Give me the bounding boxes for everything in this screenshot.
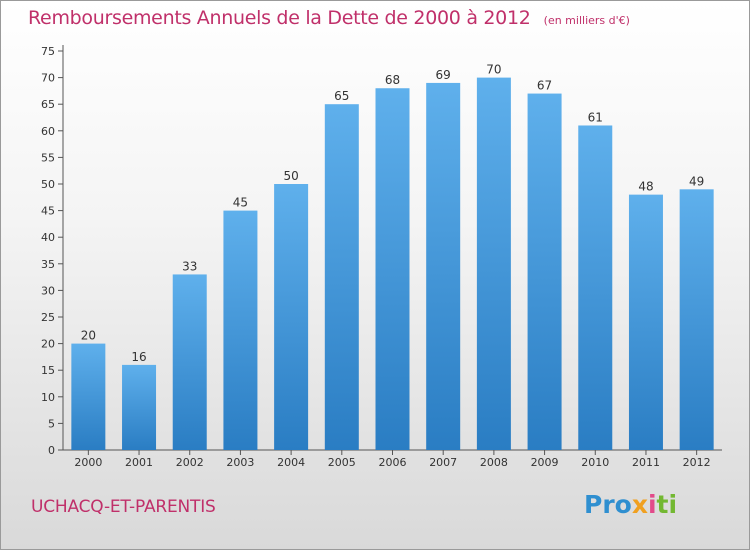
bar <box>375 88 410 451</box>
y-tick-label: 65 <box>41 98 55 111</box>
chart-title: Remboursements Annuels de la Dette de 20… <box>28 7 531 29</box>
logo-part-2: x <box>631 490 648 519</box>
data-label: 70 <box>486 63 501 77</box>
x-tick-label: 2010 <box>581 456 609 469</box>
y-tick-label: 25 <box>41 311 55 324</box>
y-tick-label: 75 <box>41 45 55 58</box>
bar <box>679 189 714 450</box>
bar <box>71 343 106 450</box>
y-tick-label: 50 <box>41 178 55 191</box>
y-tick-label: 55 <box>41 151 55 164</box>
y-tick-label: 45 <box>41 205 55 218</box>
x-tick-label: 2008 <box>480 456 508 469</box>
data-label: 61 <box>588 110 603 124</box>
data-label: 68 <box>385 73 400 87</box>
logo-part-4: ti <box>656 490 678 519</box>
bar <box>476 77 511 450</box>
x-tick-label: 2000 <box>74 456 102 469</box>
x-tick-label: 2009 <box>531 456 559 469</box>
y-tick-label: 60 <box>41 125 55 138</box>
bar <box>628 194 663 450</box>
x-tick-label: 2003 <box>226 456 254 469</box>
data-label: 16 <box>131 350 146 364</box>
data-label: 65 <box>334 89 349 103</box>
y-tick-label: 5 <box>48 417 55 430</box>
y-tick-label: 70 <box>41 72 55 85</box>
x-tick-label: 2001 <box>125 456 153 469</box>
bar <box>172 274 207 450</box>
bars <box>71 77 714 451</box>
y-tick-label: 0 <box>48 444 55 457</box>
bar <box>274 184 309 450</box>
y-tick-label: 40 <box>41 231 55 244</box>
data-label: 50 <box>283 169 298 183</box>
x-tick-label: 2011 <box>632 456 660 469</box>
data-label: 48 <box>638 180 653 194</box>
data-label: 20 <box>81 329 96 343</box>
bar <box>578 125 613 450</box>
bar <box>223 210 258 450</box>
data-label: 49 <box>689 174 704 188</box>
data-label: 69 <box>436 68 451 82</box>
y-tick-label: 35 <box>41 258 55 271</box>
data-label: 45 <box>233 196 248 210</box>
chart-subtitle: (en milliers d'€) <box>543 14 630 27</box>
y-tick-label: 20 <box>41 338 55 351</box>
labels: 2000 20 2001 16 2002 33 2003 45 2004 50 2005 65 2006… <box>74 63 710 469</box>
y-tick-label: 15 <box>41 364 55 377</box>
bar <box>426 82 461 451</box>
x-tick-label: 2007 <box>429 456 457 469</box>
bar <box>122 364 157 450</box>
commune-name: UCHACQ-ET-PARENTIS <box>31 497 216 517</box>
x-tick-label: 2002 <box>176 456 204 469</box>
y-tick-label: 30 <box>41 284 55 297</box>
bar <box>324 104 359 450</box>
x-tick-label: 2006 <box>379 456 407 469</box>
data-label: 67 <box>537 79 552 93</box>
data-label: 33 <box>182 259 197 273</box>
x-tick-label: 2005 <box>328 456 356 469</box>
x-tick-label: 2012 <box>683 456 711 469</box>
logo-part-3: i <box>647 490 657 519</box>
y-tick-label: 10 <box>41 391 55 404</box>
title-block: Remboursements Annuels de la Dette de 20… <box>28 7 630 29</box>
proxiti-logo[interactable]: Proxiti <box>584 490 677 519</box>
logo-part-1: Pro <box>584 490 632 519</box>
bar <box>527 93 562 450</box>
x-tick-label: 2004 <box>277 456 305 469</box>
